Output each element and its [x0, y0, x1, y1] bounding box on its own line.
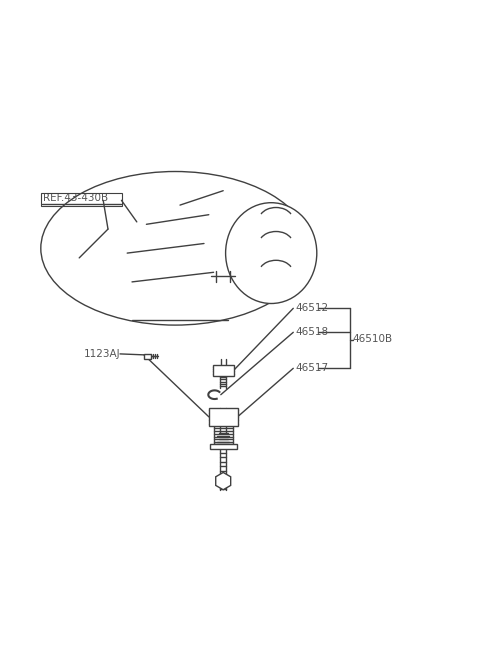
- FancyBboxPatch shape: [210, 444, 237, 449]
- Text: REF.43-430B: REF.43-430B: [43, 193, 108, 203]
- Text: 1123AJ: 1123AJ: [84, 349, 120, 359]
- Text: 46517: 46517: [295, 364, 328, 373]
- Ellipse shape: [226, 202, 317, 303]
- Ellipse shape: [41, 172, 310, 325]
- FancyBboxPatch shape: [209, 407, 238, 426]
- Text: 46512: 46512: [295, 303, 328, 313]
- Text: 46518: 46518: [295, 328, 328, 337]
- Text: 46510B: 46510B: [353, 335, 393, 345]
- FancyBboxPatch shape: [144, 354, 151, 359]
- FancyBboxPatch shape: [213, 365, 234, 375]
